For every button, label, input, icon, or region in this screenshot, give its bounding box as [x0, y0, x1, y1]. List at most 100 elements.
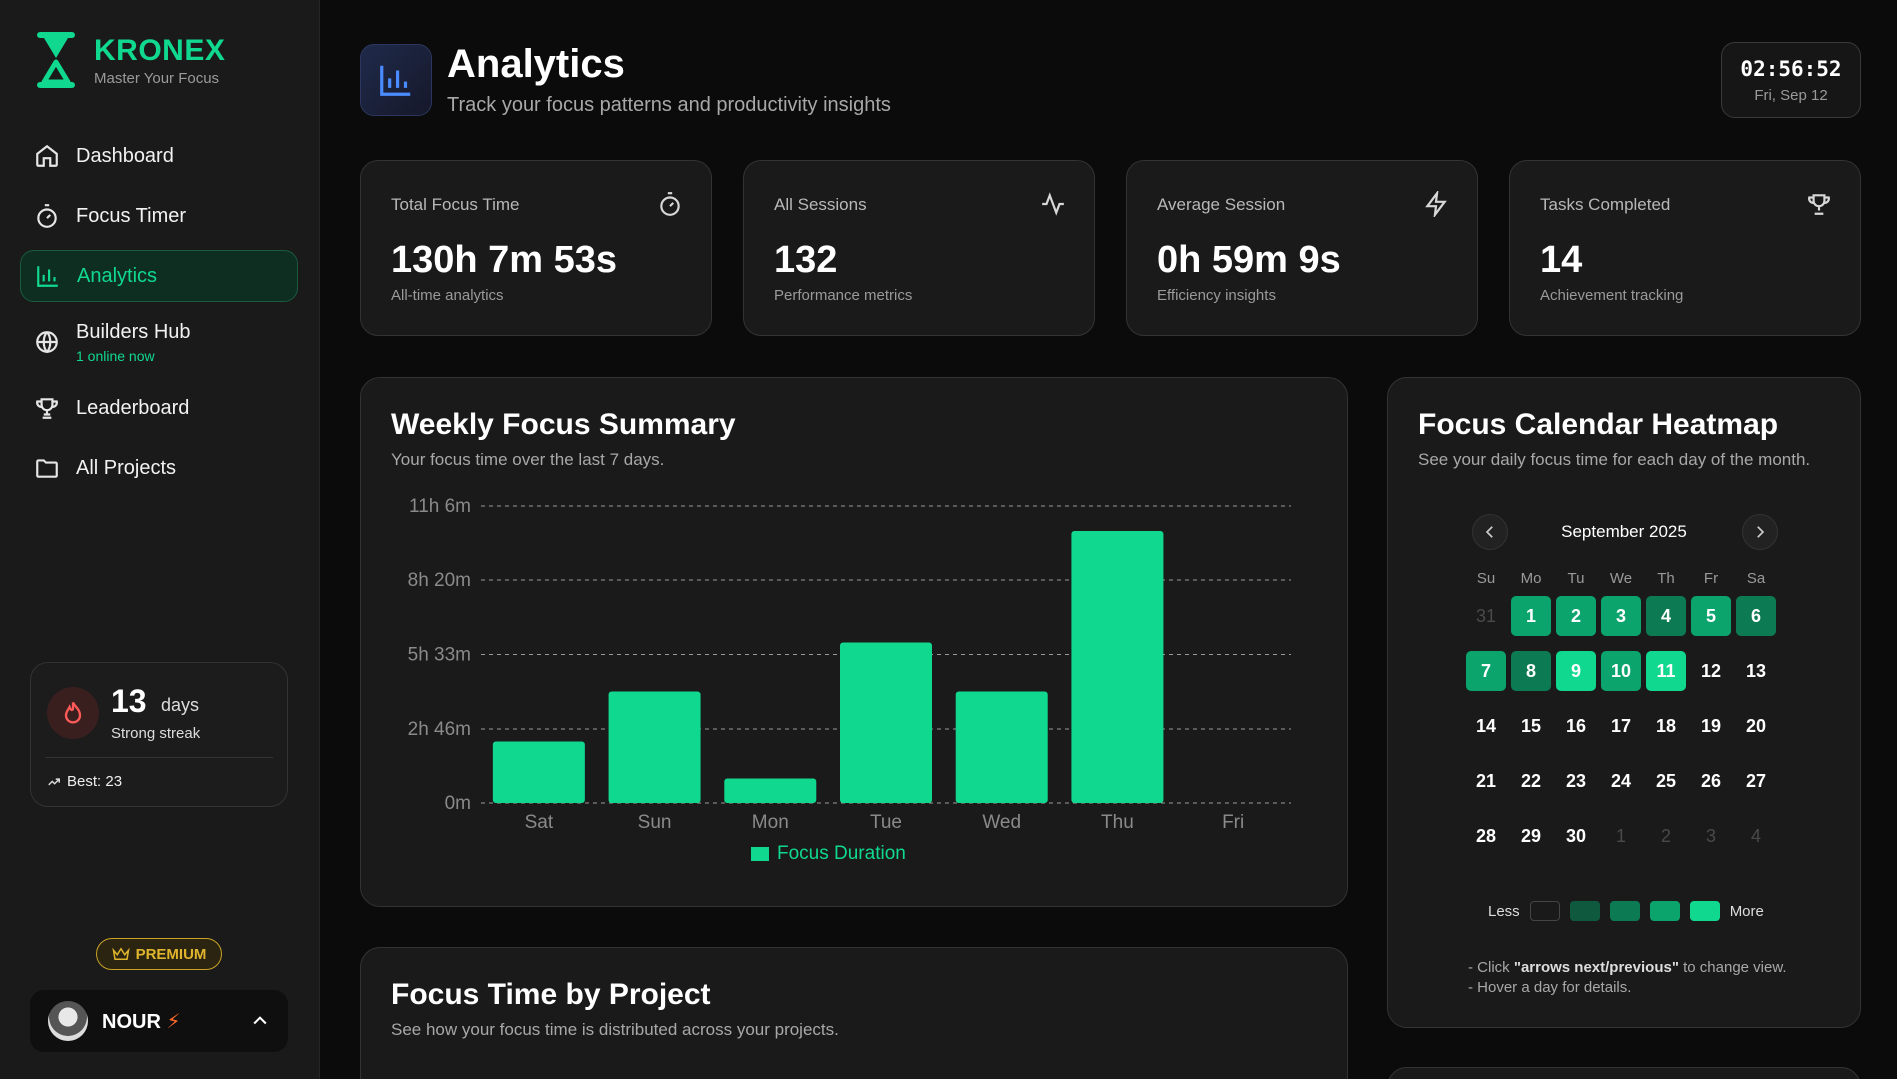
panel-title: Focus Calendar Heatmap: [1418, 408, 1779, 441]
chart-legend[interactable]: Focus Duration: [751, 843, 906, 865]
avatar: [48, 1001, 88, 1041]
y-tick-label: 5h 33m: [408, 645, 471, 666]
weekly-bar-chart: 0m 2h 46m 5h 33m 8h 20m 11h 6m Sat Sun Mon Tue We…: [408, 496, 1291, 833]
main-content: Analytics Track your focus patterns and …: [320, 0, 1897, 1079]
calendar-day[interactable]: 14: [1475, 715, 1497, 736]
nav-item-all-projects[interactable]: All Projects: [20, 442, 298, 494]
brand[interactable]: KRONEX Master Your Focus: [36, 32, 225, 88]
calendar-day[interactable]: 5: [1691, 596, 1731, 636]
calendar-day[interactable]: 26: [1700, 770, 1722, 791]
calendar-day[interactable]: 23: [1565, 770, 1587, 791]
calendar-day: 2: [1660, 825, 1671, 846]
online-count: 1 online now: [76, 347, 155, 364]
calendar-day[interactable]: 27: [1745, 770, 1767, 791]
calendar-day[interactable]: 13: [1745, 660, 1767, 681]
calendar-month: September 2025: [1561, 522, 1687, 541]
user-menu[interactable]: NOUR ⚡: [30, 990, 288, 1052]
crown-icon: [111, 947, 130, 960]
help-bold: "arrows next/previous": [1513, 959, 1679, 976]
nav-item-analytics[interactable]: Analytics: [20, 250, 298, 302]
calendar-day[interactable]: 18: [1655, 715, 1677, 736]
calendar-day[interactable]: 8: [1511, 651, 1551, 691]
legend-label: Focus Duration: [777, 843, 906, 864]
calendar-grid: Su Mo Tu We Th Fr Sa 31 1 2 3 4 5 6 7 8 9 10 11 12 13 14 15 16 1…: [1466, 570, 1776, 871]
weekday-label: Su: [1476, 570, 1496, 587]
stat-label: Average Session: [1157, 195, 1286, 214]
help-text: to change view.: [1678, 959, 1787, 976]
calendar-day[interactable]: 28: [1475, 825, 1497, 846]
calendar-day[interactable]: 17: [1610, 715, 1632, 736]
legend-less: Less: [1488, 902, 1520, 920]
nav-item-focus-timer[interactable]: Focus Timer: [20, 190, 298, 242]
stat-value: 132: [774, 239, 838, 281]
calendar-day[interactable]: 29: [1520, 825, 1542, 846]
calendar-day[interactable]: 9: [1556, 651, 1596, 691]
nav-item-dashboard[interactable]: Dashboard: [20, 130, 298, 182]
bar-sat[interactable]: [492, 741, 585, 803]
calendar-day[interactable]: 3: [1601, 596, 1641, 636]
calendar-day[interactable]: 2: [1556, 596, 1596, 636]
main-nav: Dashboard Focus Timer Analytics Builders…: [20, 130, 298, 502]
stat-caption: Performance metrics: [774, 287, 913, 304]
y-tick-label: 0m: [445, 793, 471, 814]
page-subtitle: Track your focus patterns and productivi…: [447, 94, 891, 116]
x-tick-label: Thu: [1101, 812, 1134, 833]
calendar-day[interactable]: 10: [1601, 651, 1641, 691]
bar-thu[interactable]: [1071, 530, 1164, 803]
weekday-label: Fr: [1703, 570, 1719, 587]
calendar-day[interactable]: 22: [1520, 770, 1542, 791]
bar-mon[interactable]: [724, 778, 817, 803]
calendar-day[interactable]: 11: [1646, 651, 1686, 691]
trending-up-icon: [48, 777, 60, 785]
weekday-label: We: [1609, 570, 1633, 587]
nav-label: Analytics: [77, 264, 158, 287]
timer-icon: [37, 204, 57, 228]
streak-best-label: Best: 23: [67, 773, 123, 790]
calendar-day[interactable]: 12: [1700, 660, 1722, 681]
stat-card-total-focus: Total Focus Time 130h 7m 53s All-time an…: [360, 160, 712, 336]
streak-label: Strong streak: [111, 725, 201, 742]
calendar-day[interactable]: 24: [1610, 770, 1632, 791]
bar-sun[interactable]: [608, 691, 701, 803]
panel-subtitle: Your focus time over the last 7 days.: [391, 450, 665, 469]
flame-icon: [47, 687, 99, 739]
calendar-day[interactable]: 19: [1700, 715, 1722, 736]
legend-level-3: [1649, 901, 1680, 921]
panel-title: Focus Time by Project: [391, 978, 711, 1011]
prev-month-button[interactable]: [1472, 514, 1508, 550]
nav-item-leaderboard[interactable]: Leaderboard: [20, 382, 298, 434]
y-tick-label: 11h 6m: [409, 496, 471, 517]
calendar-day[interactable]: 21: [1475, 770, 1497, 791]
weekday-label: Sa: [1746, 570, 1766, 587]
next-month-button[interactable]: [1742, 514, 1778, 550]
calendar-day[interactable]: 1: [1511, 596, 1551, 636]
nav-item-builders-hub[interactable]: Builders Hub 1 online now: [20, 310, 298, 374]
calendar-day[interactable]: 6: [1736, 596, 1776, 636]
chevron-left-icon: [1485, 526, 1493, 538]
premium-badge[interactable]: PREMIUM: [96, 938, 222, 970]
calendar-day[interactable]: 15: [1520, 715, 1542, 736]
brand-name: KRONEX: [94, 33, 226, 67]
calendar-day[interactable]: 20: [1745, 715, 1767, 736]
calendar-day[interactable]: 7: [1466, 651, 1506, 691]
bar-wed[interactable]: [955, 691, 1048, 803]
stat-card-all-sessions: All Sessions 132 Performance metrics: [743, 160, 1095, 336]
projects-panel: Focus Time by Project See how your focus…: [360, 947, 1348, 1079]
stat-value: 14: [1540, 239, 1583, 281]
nav-label: All Projects: [76, 456, 177, 479]
help-text: - Click: [1468, 959, 1514, 976]
premium-label: PREMIUM: [135, 945, 207, 963]
y-tick-label: 2h 46m: [408, 719, 471, 740]
lightning-icon: [1423, 189, 1449, 219]
user-name: NOUR ⚡: [102, 1009, 236, 1034]
clock-time: 02:56:52: [1740, 57, 1842, 81]
calendar-day[interactable]: 16: [1565, 715, 1587, 736]
calendar-day[interactable]: 4: [1646, 596, 1686, 636]
calendar-day[interactable]: 30: [1565, 825, 1587, 846]
bar-tue[interactable]: [840, 642, 932, 803]
calendar-day[interactable]: 25: [1655, 770, 1677, 791]
stat-label: Total Focus Time: [391, 195, 520, 214]
folder-icon: [36, 459, 58, 478]
streak-card: 13 days Strong streak Best: 23: [30, 662, 288, 807]
chevron-up-icon[interactable]: [250, 1011, 270, 1031]
